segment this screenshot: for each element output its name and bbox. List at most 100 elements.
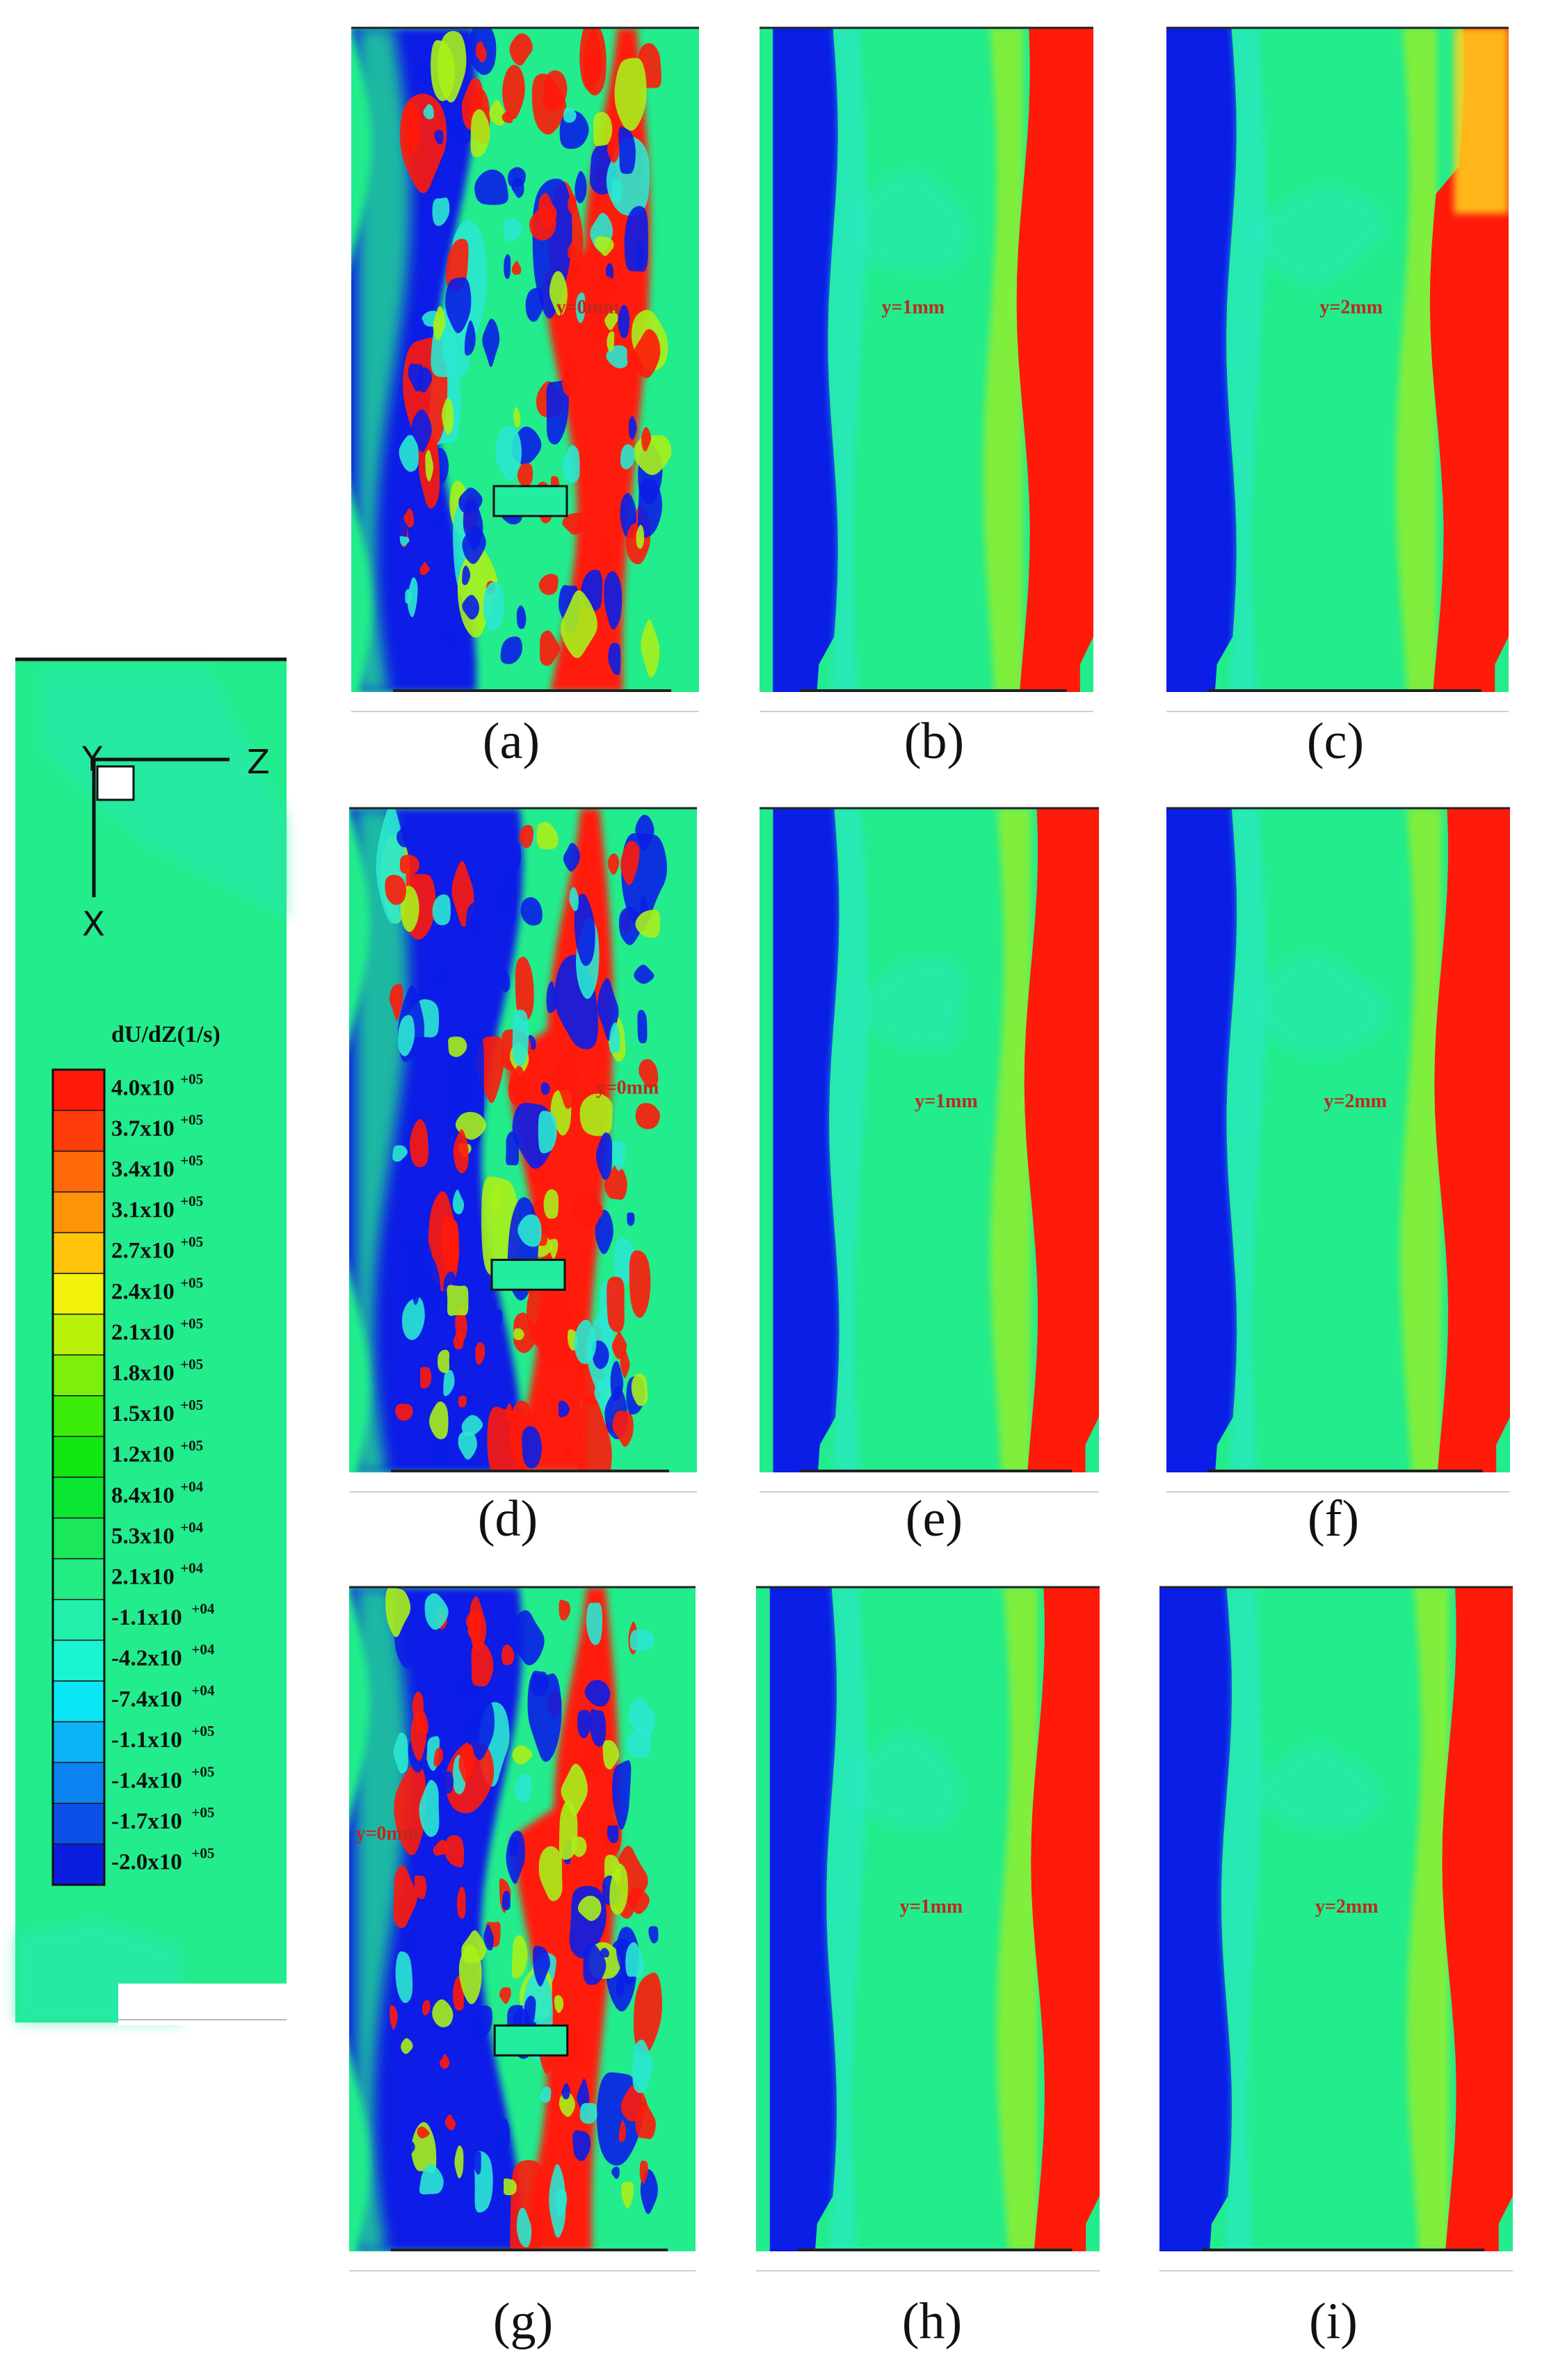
flow-structure [463, 500, 483, 551]
flow-structure [409, 1095, 421, 1108]
flow-structure [635, 1102, 660, 1129]
legend-tick-exponent: +05 [180, 1438, 203, 1454]
flow-structure [399, 536, 410, 547]
legend-scale: 4.0x10 +05 3.7x10 +05 3.4x10 +05 3.1x10 +05 2.7x… [51, 1068, 215, 1886]
flow-structure [635, 2102, 656, 2139]
panel-grid: y=0mm (a) y=1mm (b) y=2mm (c) y=0mm (d) y=1mm (e)… [349, 26, 1513, 2350]
contour-field [1166, 28, 1509, 692]
flow-structure [405, 102, 421, 140]
flow-structure [538, 1846, 563, 1901]
flow-structure [568, 194, 577, 214]
flow-structure [515, 956, 534, 1022]
flow-structure [574, 1319, 597, 1365]
flow-structure [502, 65, 525, 120]
slice-position-label: y=0mm [596, 1077, 659, 1099]
flow-structure [431, 961, 453, 990]
transition-band [1395, 28, 1437, 692]
flow-structure [414, 1875, 427, 1899]
edge-region [358, 28, 410, 692]
legend-swatch [52, 1150, 105, 1193]
flow-structure [607, 1276, 625, 1333]
x-axis-letter: X [82, 905, 105, 944]
flow-structure [536, 822, 559, 850]
flow-structure [629, 1250, 651, 1318]
legend-swatch [52, 1558, 105, 1600]
legend-tick-exponent: +05 [180, 1356, 203, 1373]
flow-structure [572, 2130, 591, 2162]
flow-structure [648, 1926, 659, 1944]
flow-structure [620, 444, 636, 469]
flow-structure [558, 1400, 570, 1417]
legend-swatch [52, 1639, 105, 1682]
legend-tick-exponent: +05 [191, 1723, 214, 1739]
flow-structure [575, 292, 586, 323]
flow-structure [625, 1942, 644, 1978]
contour-field [760, 808, 1099, 1472]
contour-panel-c: y=2mm (c) [1166, 26, 1509, 770]
flow-structure [604, 571, 623, 630]
particle-body [490, 1258, 566, 1291]
weak-region [1257, 951, 1389, 1057]
flow-structure [514, 1774, 532, 1803]
flow-structure [511, 260, 522, 275]
flow-structure [595, 1132, 613, 1180]
transition-band [1226, 808, 1267, 1472]
flow-structure [447, 1285, 469, 1316]
panel-caption: (c) [1307, 713, 1364, 770]
flow-structure [569, 887, 579, 911]
flow-structure [607, 140, 620, 163]
flow-structure [629, 416, 637, 440]
legend-tick-label: 1.2x10 [111, 1442, 175, 1468]
flow-structure [593, 112, 613, 147]
panel-caption: (f) [1308, 1490, 1359, 1547]
flow-structure [608, 643, 621, 675]
flow-structure [469, 1596, 487, 1651]
z-axis-letter: Z [247, 743, 270, 782]
panel-caption: (b) [904, 713, 964, 770]
flow-structure [453, 1330, 464, 1350]
flow-structure [513, 406, 521, 428]
legend-tick-exponent: +04 [180, 1478, 203, 1495]
flow-structure [433, 511, 447, 541]
legend-swatch [52, 1109, 105, 1152]
legend-scale-frame [51, 1068, 106, 1886]
flow-structure [431, 40, 456, 102]
legend-swatch [52, 1680, 105, 1723]
flow-structure [561, 2083, 570, 2100]
low-gradient-band [773, 808, 840, 1472]
legend-tick-label: 3.7x10 [111, 1116, 175, 1141]
flow-structure [635, 814, 654, 851]
transition-band [829, 808, 869, 1472]
y-axis-letter: Y [81, 740, 103, 779]
slice-position-label: y=1mm [881, 297, 945, 319]
legend-notch [118, 1984, 292, 2025]
flow-structure [607, 853, 620, 875]
flow-structure [503, 2178, 517, 2196]
flow-structure [465, 1392, 474, 1404]
contour-panel-h: y=1mm (h) [756, 1586, 1100, 2350]
flow-structure [495, 426, 522, 481]
high-gradient-band [1031, 1587, 1100, 2251]
flow-structure [508, 1066, 529, 1105]
flow-structure [472, 2151, 481, 2175]
flow-structure [639, 1059, 659, 1088]
flow-structure [444, 2114, 456, 2130]
flow-structure [389, 2005, 398, 2030]
flow-structure [403, 508, 415, 528]
flow-structure [525, 287, 545, 322]
transition-band [1221, 1587, 1262, 2251]
flow-structure [419, 561, 431, 575]
flow-structure [465, 2005, 492, 2039]
legend-tick-exponent: +05 [180, 1111, 203, 1128]
flow-structure [458, 1395, 467, 1408]
transition-band [1406, 1587, 1449, 2251]
flow-structure [546, 981, 559, 1013]
flow-structure [637, 479, 663, 538]
flow-structure [440, 1216, 460, 1272]
flow-structure [579, 1093, 613, 1136]
flow-structure [401, 1297, 425, 1340]
flow-structure [500, 636, 523, 664]
high-gradient-band [1024, 808, 1099, 1472]
legend-tick-label: 1.5x10 [111, 1401, 175, 1426]
flow-structure [432, 894, 451, 926]
